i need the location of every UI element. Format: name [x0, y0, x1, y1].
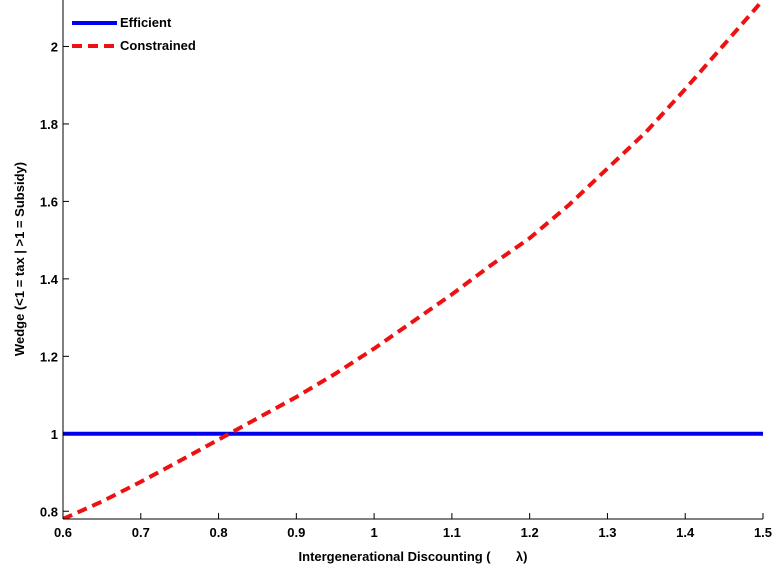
series-line-constrained	[63, 0, 763, 519]
plot-area	[63, 0, 763, 519]
axes	[62, 0, 763, 520]
y-tick-label: 2	[51, 39, 58, 54]
y-axis-title: Wedge (<1 = tax | >1 = Subsidy)	[12, 162, 27, 356]
y-tick-label: 1	[51, 427, 58, 442]
x-tick-label: 1.5	[754, 525, 772, 540]
x-tick-label: 0.8	[210, 525, 228, 540]
x-axis-title: Intergenerational Discounting ( λ)	[299, 549, 528, 564]
x-tick-label: 1.2	[521, 525, 539, 540]
legend-constrained-label: Constrained	[120, 38, 196, 53]
y-tick-label: 1.2	[40, 349, 58, 364]
x-tick-label: 1.1	[443, 525, 461, 540]
x-tick-label: 0.7	[132, 525, 150, 540]
y-ticks: 0.8 1 1.2 1.4 1.6 1.8 2	[40, 39, 69, 519]
legend-efficient-label: Efficient	[120, 15, 172, 30]
x-tick-label: 1.3	[598, 525, 616, 540]
y-tick-label: 0.8	[40, 504, 58, 519]
x-tick-label: 1.4	[676, 525, 695, 540]
x-tick-label: 1	[370, 525, 377, 540]
y-tick-label: 1.8	[40, 117, 58, 132]
x-ticks: 0.6 0.7 0.8 0.9 1 1.1 1.2 1.3 1.4 1.5	[54, 513, 772, 540]
y-tick-label: 1.4	[40, 272, 59, 287]
y-tick-label: 1.6	[40, 194, 58, 209]
x-tick-label: 0.9	[287, 525, 305, 540]
legend: Efficient Constrained	[72, 15, 196, 53]
x-tick-label: 0.6	[54, 525, 72, 540]
